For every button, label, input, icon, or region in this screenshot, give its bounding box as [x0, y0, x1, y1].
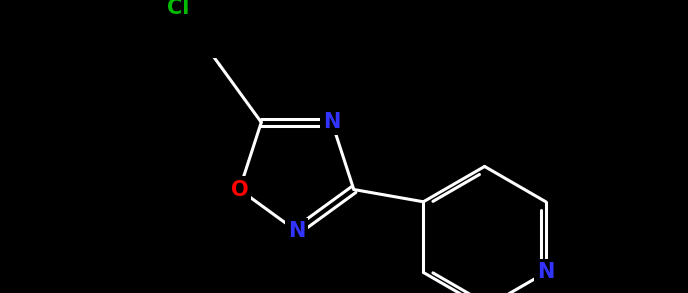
Text: Cl: Cl [167, 0, 189, 18]
Text: N: N [323, 112, 341, 132]
Text: N: N [537, 263, 555, 282]
Text: N: N [288, 221, 305, 241]
Text: O: O [230, 180, 248, 200]
